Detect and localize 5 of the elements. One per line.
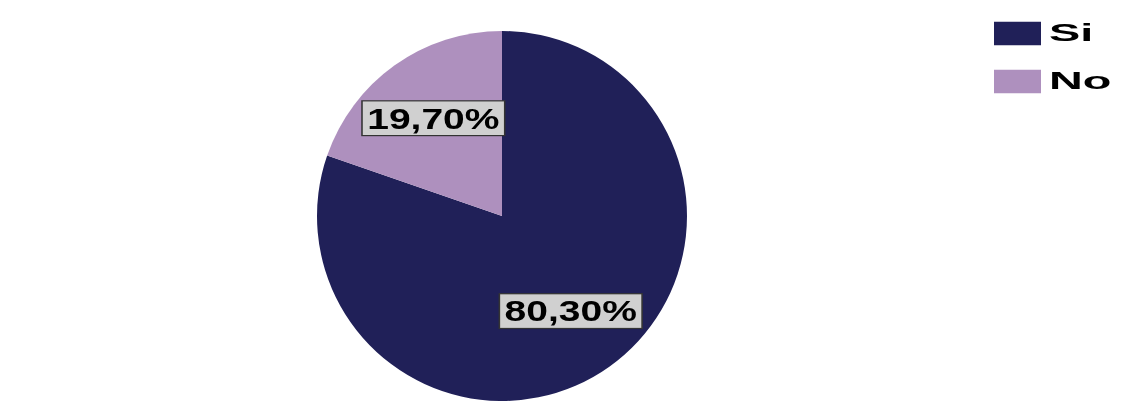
legend-label: Si — [1049, 18, 1094, 46]
data-label: 80,30% — [504, 294, 637, 328]
data-label: 19,70% — [367, 101, 500, 135]
pie-slice — [317, 31, 687, 401]
legend-label: No — [1049, 66, 1112, 94]
